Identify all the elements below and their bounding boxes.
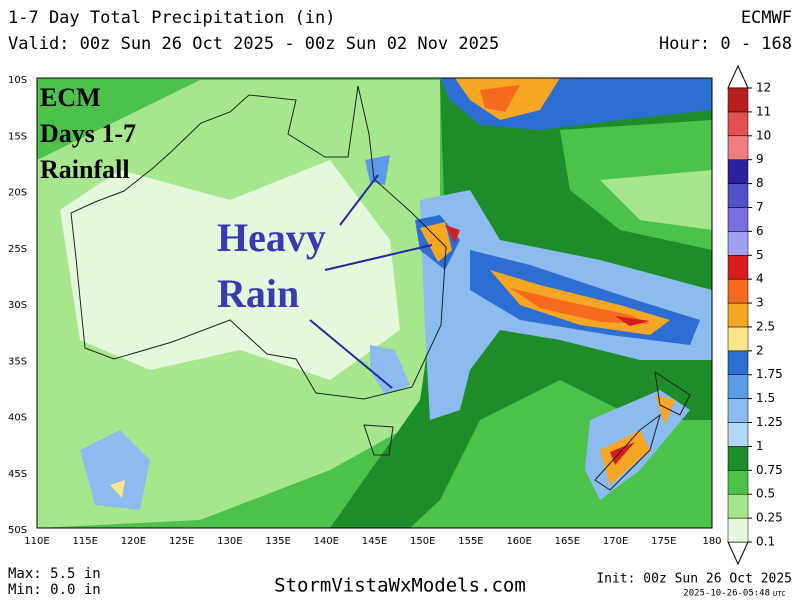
colorbar-label: 1.5 <box>756 391 775 405</box>
valid-range: Valid: 00z Sun 26 Oct 2025 - 00z Sun 02 … <box>8 34 499 54</box>
colorbar-label: 8 <box>756 176 764 190</box>
lat-label: 25S <box>8 244 27 255</box>
lat-label: 50S <box>8 525 27 536</box>
lon-label: 110E <box>24 536 49 547</box>
map: ECM Days 1-7 Rainfall Heavy Rain <box>36 77 713 529</box>
lon-label: 175E <box>651 536 676 547</box>
lat-label: 30S <box>8 300 27 311</box>
colorbar-box <box>727 111 749 137</box>
lon-label: 160E <box>506 536 531 547</box>
colorbar-box <box>727 207 749 232</box>
lon-label: 140E <box>314 536 339 547</box>
colorbar-box <box>727 517 749 543</box>
precip-field <box>445 225 460 243</box>
lat-label: 40S <box>8 413 27 424</box>
lon-label: 145E <box>362 536 387 547</box>
colorbar-box <box>727 350 749 375</box>
precip-field <box>365 155 390 185</box>
colorbar-label: 5 <box>756 248 764 262</box>
timezone: UTC <box>773 590 786 598</box>
precip-field <box>600 430 650 485</box>
colorbar-label: 3 <box>756 296 764 310</box>
colorbar-label: 0.75 <box>756 463 783 477</box>
colorbar-box <box>727 398 749 423</box>
colorbar-label: 1.75 <box>756 367 783 381</box>
annotation: Heavy <box>217 215 326 260</box>
overlay-text: Rainfall <box>40 155 130 184</box>
colorbar-label: 0.5 <box>756 487 775 501</box>
colorbar-box <box>727 183 749 208</box>
max-value: Max: 5.5 in <box>8 566 101 582</box>
colorbar-label: 4 <box>756 272 764 286</box>
precip-field <box>600 170 712 230</box>
lon-label: 135E <box>265 536 290 547</box>
lon-label: 150E <box>410 536 435 547</box>
colorbar-label: 9 <box>756 152 764 166</box>
init-time: Init: 00z Sun 26 Oct 2025 <box>596 572 792 587</box>
colorbar-box <box>727 374 749 399</box>
lat-label: 45S <box>8 469 27 480</box>
colorbar-label: 6 <box>756 224 764 238</box>
precip-field <box>110 480 125 498</box>
colorbar-box <box>727 278 749 304</box>
annotation: Rain <box>217 271 299 316</box>
lon-label: 125E <box>169 536 194 547</box>
precip-field <box>610 442 635 465</box>
precip-field <box>370 345 410 395</box>
colorbar-box <box>727 422 749 447</box>
lon-label: 130E <box>217 536 242 547</box>
colorbar-label: 0.1 <box>756 535 775 549</box>
overlay-text: Days 1-7 <box>40 119 136 148</box>
hours: Hour: 0 - 168 <box>659 34 792 54</box>
colorbar-label: 11 <box>756 104 771 118</box>
colorbar-label: 7 <box>756 200 764 214</box>
colorbar-box <box>727 135 749 160</box>
colorbar-label: 1 <box>756 439 764 453</box>
precip-field <box>80 430 150 510</box>
colorbar-label: 2 <box>756 343 764 357</box>
lat-label: 20S <box>8 188 27 199</box>
coastline <box>363 424 394 456</box>
colorbar-label: 12 <box>756 81 771 95</box>
lon-label: 165E <box>555 536 580 547</box>
colorbar: 0.1 0.25 0.5 0.75 1 1.25 1.5 1.75 2 2.5 3 4 5 6 7 8 9 10 1… <box>727 64 783 566</box>
lon-label: 180 <box>702 536 721 547</box>
min-value: Min: 0.0 in <box>8 582 101 598</box>
colorbar-box <box>727 302 749 328</box>
coastline <box>594 370 691 491</box>
lon-label: 170E <box>603 536 628 547</box>
title: 1-7 Day Total Precipitation (in) <box>8 8 336 28</box>
precip-field <box>480 85 520 112</box>
model: ECMWF <box>741 8 792 28</box>
colorbar-box <box>727 493 749 519</box>
lat-label: 15S <box>8 131 27 142</box>
colorbar-label: 1.25 <box>756 415 783 429</box>
overlay-text: ECM <box>40 83 101 112</box>
colorbar-label: 2.5 <box>756 319 775 333</box>
lat-label: 35S <box>8 356 27 367</box>
colorbar-box <box>727 446 749 471</box>
lat-label: 10S <box>8 75 27 86</box>
colorbar-box <box>727 470 749 495</box>
lon-label: 155E <box>458 536 483 547</box>
colorbar-box <box>727 231 749 256</box>
precip-field <box>510 288 650 324</box>
colorbar-box <box>727 255 749 280</box>
website: StormVistaWxModels.com <box>274 575 526 597</box>
arrows <box>309 174 433 389</box>
map-frame <box>36 77 713 529</box>
lon-label: 120E <box>121 536 146 547</box>
colorbar-box <box>727 326 749 352</box>
precip-field <box>420 222 452 262</box>
precip-field <box>615 316 650 326</box>
lon-label: 115E <box>73 536 98 547</box>
colorbar-label: 0.25 <box>756 511 783 525</box>
colorbar-box <box>727 159 749 184</box>
colorbar-label: 10 <box>756 128 771 142</box>
colorbar-box <box>727 87 749 113</box>
timestamp: 2025-10-26-05:48 <box>683 589 770 599</box>
